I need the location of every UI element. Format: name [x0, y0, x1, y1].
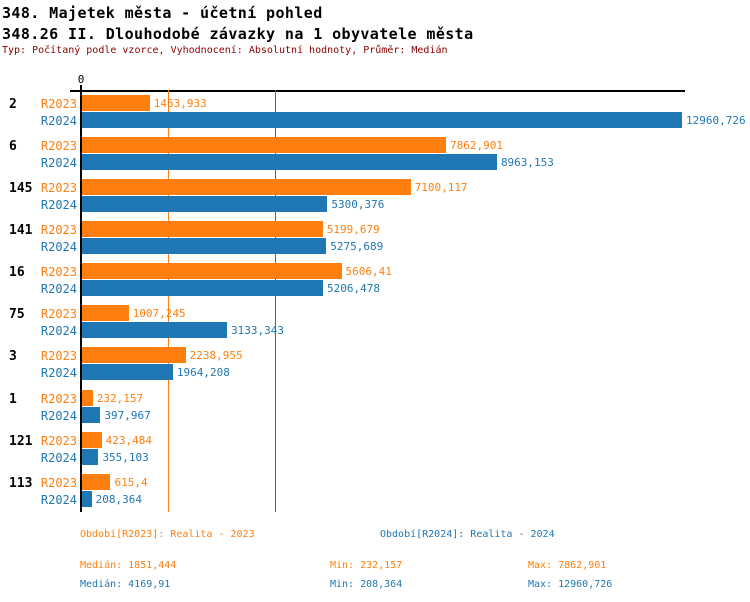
bar-value-label: 8963,153: [500, 155, 554, 169]
category-label: 75: [9, 307, 25, 323]
series-label-r2024: R2024: [40, 366, 77, 381]
series-label-r2024: R2024: [40, 408, 77, 423]
axis-line: [80, 90, 82, 512]
stat-min-r2023: Min: 232,157: [330, 560, 403, 571]
bar-r2023: [82, 389, 93, 406]
series-label-r2024: R2024: [40, 492, 77, 507]
bar-r2024: [82, 406, 101, 423]
median-line-r2023: [167, 90, 169, 512]
bar-chart: 0 2 R2023 1463,933 R2024 12960,726 6 R2023 7862,…: [9, 73, 746, 512]
report-type-line: Typ: Počítaný podle vzorce, Vyhodnocení:…: [2, 45, 448, 56]
bar-r2023: [82, 473, 111, 490]
axis-top-spine: [70, 90, 685, 92]
bar-r2023: [82, 178, 411, 195]
category-label: 113: [9, 475, 33, 491]
bar-value-label: 12960,726: [686, 113, 746, 127]
bar-value-label: 7862,901: [450, 138, 503, 152]
category-label: 141: [9, 222, 33, 238]
bar-r2023: [82, 94, 150, 111]
series-label-r2023: R2023: [40, 222, 77, 237]
bar-value-label: 232,157: [96, 391, 144, 405]
series-label-r2024: R2024: [40, 324, 77, 339]
legend-r2023: Období[R2023]: Realita - 2023: [80, 529, 255, 540]
series-label-r2023: R2023: [40, 180, 77, 195]
bar-r2023: [82, 220, 323, 237]
series-label-r2023: R2023: [40, 138, 77, 153]
bar-r2024: [82, 280, 324, 297]
bar-r2023: [82, 263, 342, 280]
bar-value-label: 1007,245: [132, 307, 186, 321]
bar-value-label: 5606,41: [345, 265, 392, 279]
category-label: 16: [9, 265, 25, 281]
bar-value-label: 7100,117: [414, 180, 468, 194]
category-label: 1: [9, 391, 17, 407]
stat-min-r2024: Min: 208,364: [330, 579, 403, 590]
bar-r2024: [82, 195, 328, 212]
report-subtitle: 348.26 II. Dlouhodobé závazky na 1 obyva…: [2, 25, 474, 43]
stat-median-r2024: Medián: 4169,91: [80, 579, 171, 590]
stat-median-r2023: Medián: 1851,444: [80, 560, 177, 571]
stat-max-r2023: Max: 7862,901: [528, 560, 607, 571]
bar-r2024: [82, 490, 92, 507]
bar-value-label: 355,103: [102, 450, 149, 464]
series-label-r2023: R2023: [40, 265, 77, 280]
legend-r2024: Období[R2024]: Realita - 2024: [380, 529, 555, 540]
bar-value-label: 2238,955: [189, 349, 243, 363]
bar-value-label: 5199,679: [326, 222, 380, 236]
series-label-r2023: R2023: [40, 307, 77, 322]
category-label: 145: [9, 180, 33, 196]
series-label-r2023: R2023: [40, 349, 77, 364]
category-label: 2: [9, 96, 17, 112]
series-label-r2024: R2024: [40, 450, 77, 465]
stat-max-r2024: Max: 12960,726: [528, 579, 613, 590]
zero-tick: [80, 85, 82, 90]
series-label-r2024: R2024: [40, 239, 77, 254]
bar-value-label: 5206,478: [327, 282, 380, 296]
series-label-r2024: R2024: [40, 113, 77, 128]
series-label-r2024: R2024: [40, 155, 77, 170]
bar-value-label: 1463,933: [153, 96, 207, 110]
bar-value-label: 615,4: [114, 475, 148, 489]
bar-r2023: [82, 347, 186, 364]
category-label: 121: [9, 433, 33, 449]
bar-value-label: 1964,208: [176, 366, 230, 380]
bar-r2023: [82, 305, 129, 322]
series-label-r2024: R2024: [40, 197, 77, 212]
category-label: 3: [9, 349, 17, 365]
bar-r2024: [82, 153, 497, 170]
zero-label: 0: [77, 73, 85, 86]
category-label: 6: [9, 138, 17, 154]
series-label-r2023: R2023: [40, 96, 77, 111]
bar-r2024: [82, 111, 682, 128]
series-label-r2023: R2023: [40, 475, 77, 490]
series-label-r2023: R2023: [40, 391, 77, 406]
bar-r2024: [82, 322, 228, 339]
series-label-r2023: R2023: [40, 433, 77, 448]
bar-value-label: 423,484: [105, 433, 152, 447]
bar-r2024: [82, 448, 99, 465]
bar-value-label: 3133,343: [231, 324, 285, 338]
bar-value-label: 208,364: [95, 492, 142, 506]
bar-value-label: 5300,376: [331, 197, 385, 211]
bar-r2023: [82, 136, 446, 153]
bar-r2023: [82, 431, 102, 448]
bar-r2024: [82, 237, 327, 254]
report-title: 348. Majetek města - účetní pohled: [2, 4, 323, 22]
bar-value-label: 5275,689: [330, 239, 384, 253]
bar-r2024: [82, 364, 173, 381]
median-line-r2024: [275, 90, 277, 512]
bar-value-label: 397,967: [104, 408, 151, 422]
series-label-r2024: R2024: [40, 282, 77, 297]
